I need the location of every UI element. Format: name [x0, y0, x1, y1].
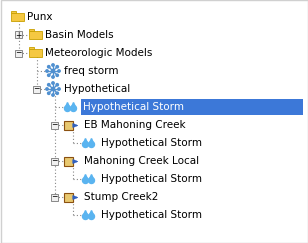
Text: −: − [33, 85, 39, 94]
Text: −: − [51, 121, 57, 130]
Circle shape [52, 94, 54, 96]
Circle shape [51, 87, 55, 90]
Circle shape [71, 105, 76, 112]
Bar [51, 157, 58, 165]
Text: +: + [15, 31, 21, 40]
Text: −: − [51, 156, 57, 165]
Circle shape [52, 64, 54, 66]
Bar [14, 32, 22, 38]
Circle shape [47, 74, 50, 77]
Circle shape [88, 177, 95, 183]
Bar [64, 193, 73, 202]
Text: Mahoning Creek Local: Mahoning Creek Local [84, 156, 199, 166]
Polygon shape [83, 210, 88, 216]
Polygon shape [89, 210, 94, 216]
Circle shape [52, 82, 54, 84]
Text: Meteorologic Models: Meteorologic Models [45, 48, 152, 58]
Circle shape [47, 92, 50, 95]
Text: Basin Models: Basin Models [45, 30, 114, 40]
Circle shape [88, 141, 95, 148]
Bar [29, 31, 42, 39]
Circle shape [83, 141, 88, 148]
Polygon shape [89, 174, 94, 180]
Bar [29, 47, 34, 49]
Bar [64, 157, 73, 166]
Circle shape [88, 214, 95, 219]
Bar [29, 29, 34, 31]
Circle shape [58, 88, 60, 90]
Circle shape [56, 74, 59, 77]
Polygon shape [83, 174, 88, 180]
Bar [33, 86, 40, 93]
Text: Punx: Punx [27, 12, 52, 22]
Circle shape [46, 88, 48, 90]
Circle shape [56, 92, 59, 95]
Text: −: − [15, 49, 21, 58]
Circle shape [47, 84, 50, 86]
Polygon shape [65, 103, 70, 107]
Circle shape [51, 69, 55, 72]
Polygon shape [71, 103, 76, 107]
Text: Hypothetical Storm: Hypothetical Storm [101, 138, 202, 148]
Bar [10, 11, 16, 13]
Text: freq storm: freq storm [64, 66, 119, 76]
Text: Stump Creek2: Stump Creek2 [84, 192, 158, 202]
Polygon shape [89, 139, 94, 144]
Circle shape [58, 70, 60, 72]
Text: EB Mahoning Creek: EB Mahoning Creek [84, 120, 186, 130]
Polygon shape [83, 139, 88, 144]
Circle shape [83, 177, 88, 183]
Circle shape [64, 105, 71, 112]
Text: Hypothetical Storm: Hypothetical Storm [101, 210, 202, 220]
Text: Hypothetical: Hypothetical [64, 84, 130, 94]
Text: Hypothetical Storm: Hypothetical Storm [83, 102, 184, 112]
Circle shape [56, 84, 59, 86]
Circle shape [52, 76, 54, 78]
Bar [10, 13, 23, 21]
Bar [64, 121, 73, 130]
Text: −: − [51, 192, 57, 201]
Bar [29, 49, 42, 57]
Bar [51, 193, 58, 200]
Bar [14, 50, 22, 57]
Circle shape [83, 214, 88, 219]
Text: Hypothetical Storm: Hypothetical Storm [101, 174, 202, 184]
Bar [51, 122, 58, 129]
Bar [81, 99, 303, 115]
Circle shape [47, 66, 50, 68]
Circle shape [46, 70, 48, 72]
Circle shape [56, 66, 59, 68]
